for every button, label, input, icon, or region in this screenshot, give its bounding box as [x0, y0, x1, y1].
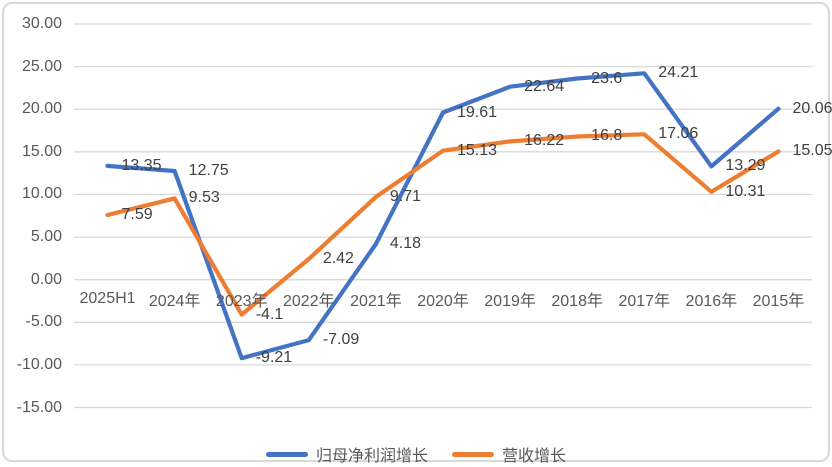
data-label: 24.21 [658, 64, 699, 82]
data-label: 15.13 [457, 141, 498, 159]
data-label: 16.22 [524, 132, 565, 150]
x-axis-label: 2015年 [752, 292, 805, 310]
x-axis-label: 2025H1 [79, 289, 136, 307]
plot-area [74, 23, 812, 409]
data-label: -9.21 [255, 349, 293, 367]
series-line-0 [105, 71, 781, 361]
legend-label: 营收增长 [502, 448, 567, 465]
x-axis-label: 2021年 [350, 292, 402, 310]
legend-item-0: 归母净利润增长 [265, 442, 428, 466]
data-label: 22.64 [524, 77, 565, 95]
x-axis-label: 2020年 [417, 292, 469, 310]
legend-line-swatch [265, 451, 308, 457]
data-label: 16.8 [591, 127, 623, 145]
y-axis-tick: 15.00 [21, 142, 62, 160]
legend-label: 归母净利润增长 [315, 448, 428, 465]
x-axis-label: 2017年 [618, 292, 671, 310]
x-axis-label: 2023年 [215, 292, 268, 310]
x-axis-label: 2019年 [484, 292, 536, 310]
legend-line-swatch [452, 451, 494, 457]
y-axis-tick: 25.00 [21, 57, 62, 75]
x-axis-label: 2022年 [283, 292, 335, 310]
data-label: 9.71 [389, 187, 422, 205]
y-axis-tick: 0.00 [30, 270, 62, 288]
data-label: 10.31 [725, 182, 766, 200]
x-axis-label: 2016年 [685, 292, 738, 310]
x-axis-label: 2024年 [148, 292, 201, 310]
legend-item-1: 营收增长 [452, 442, 566, 466]
y-axis-tick: 5.00 [30, 228, 62, 246]
data-label: 13.35 [121, 156, 162, 174]
data-label: 4.18 [389, 235, 422, 253]
y-axis-tick: -5.00 [25, 313, 62, 331]
data-label: 2.42 [322, 250, 354, 268]
x-axis-label: 2018年 [551, 292, 603, 310]
data-label: -4.1 [255, 305, 284, 323]
data-label: 23.6 [591, 69, 623, 87]
y-axis-tick: 20.00 [21, 100, 62, 118]
data-label: 20.06 [792, 99, 832, 117]
legend: 归母净利润增长 营收增长 [4, 442, 828, 466]
y-axis-tick: -15.00 [16, 398, 62, 416]
data-label: 9.53 [188, 189, 220, 207]
data-label: 13.29 [725, 157, 766, 175]
data-label: -7.09 [322, 331, 360, 349]
data-label: 17.06 [658, 125, 699, 143]
y-axis-tick: 30.00 [21, 15, 62, 32]
y-axis-tick: 10.00 [21, 185, 62, 203]
data-label: 15.05 [792, 142, 832, 160]
data-label: 7.59 [121, 205, 153, 223]
data-label: 12.75 [188, 162, 229, 179]
data-label: 19.61 [457, 103, 498, 121]
series-line-1 [105, 132, 781, 317]
y-axis-tick: -10.00 [16, 355, 62, 373]
